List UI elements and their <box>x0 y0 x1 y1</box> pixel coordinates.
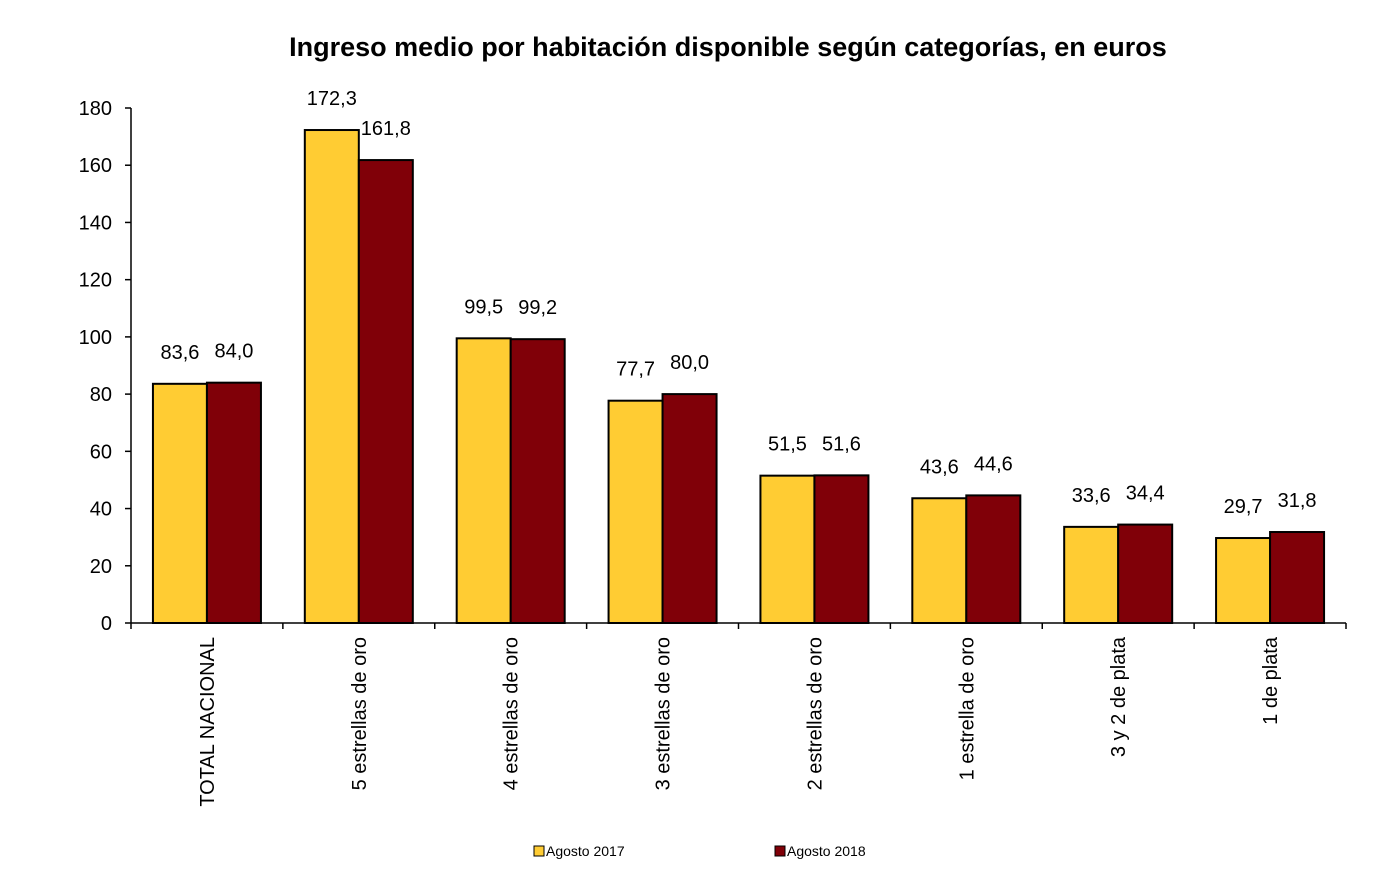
bar-agosto-2017 <box>303 129 360 624</box>
category-label: 5 estrellas de oro <box>349 637 371 790</box>
y-tick-label: 40 <box>90 499 112 521</box>
bar-agosto-2018 <box>509 338 566 624</box>
y-tick-label: 80 <box>90 384 112 406</box>
data-label: 99,2 <box>518 297 557 319</box>
category-label: 3 estrellas de oro <box>653 637 675 790</box>
y-tick-label: 0 <box>101 613 112 635</box>
category-label: 2 estrellas de oro <box>804 637 826 790</box>
y-tick-label: 180 <box>79 98 112 120</box>
y-tick-label: 60 <box>90 441 112 463</box>
bar-agosto-2017 <box>607 399 664 625</box>
category-label: 4 estrellas de oro <box>501 637 523 790</box>
category-label: 3 y 2 de plata <box>1108 636 1130 757</box>
bar-agosto-2018 <box>357 159 414 624</box>
data-label: 34,4 <box>1126 483 1165 505</box>
bar-agosto-2017 <box>1063 525 1120 624</box>
y-tick-label: 20 <box>90 556 112 578</box>
data-label: 83,6 <box>160 342 199 364</box>
data-label: 31,8 <box>1278 490 1317 512</box>
category-label: 1 de plata <box>1260 636 1282 725</box>
legend-label: Agosto 2018 <box>787 843 866 859</box>
data-label: 43,6 <box>920 456 959 478</box>
data-label: 84,0 <box>214 341 253 363</box>
data-label: 33,6 <box>1072 485 1111 507</box>
bar-agosto-2018 <box>965 494 1022 624</box>
legend-label: Agosto 2017 <box>546 843 625 859</box>
data-label: 172,3 <box>307 88 357 110</box>
bar-agosto-2017 <box>455 337 512 624</box>
legend-swatch <box>533 845 545 857</box>
bar-agosto-2017 <box>759 474 816 624</box>
data-label: 161,8 <box>361 118 411 140</box>
x-axis: TOTAL NACIONAL 5 estrellas de oro 4 estrel… <box>130 622 1347 807</box>
data-label: 44,6 <box>974 453 1013 475</box>
y-tick-label: 120 <box>79 270 112 292</box>
bar-agosto-2018 <box>661 393 718 624</box>
bar-agosto-2018 <box>1117 523 1174 624</box>
data-label: 51,6 <box>822 433 861 455</box>
y-axis: 0 20 40 60 80 100 120 140 160 180 <box>79 98 132 635</box>
legend: Agosto 2017 Agosto 2018 <box>533 843 866 859</box>
bar-agosto-2017 <box>151 382 208 624</box>
data-label: 99,5 <box>464 296 503 318</box>
data-label: 29,7 <box>1224 496 1263 518</box>
y-tick-label: 100 <box>79 327 112 349</box>
data-label: 80,0 <box>670 352 709 374</box>
y-tick-label: 140 <box>79 212 112 234</box>
data-label: 77,7 <box>616 359 655 381</box>
bar-agosto-2017 <box>911 497 968 624</box>
bars <box>151 129 1326 625</box>
category-label: 1 estrella de oro <box>956 637 978 780</box>
bar-agosto-2018 <box>813 474 870 624</box>
bar-agosto-2018 <box>205 381 262 624</box>
y-tick-label: 160 <box>79 155 112 177</box>
bar-agosto-2018 <box>1269 531 1326 624</box>
chart-title: Ingreso medio por habitación disponible … <box>289 32 1167 62</box>
bar-agosto-2017 <box>1215 537 1272 625</box>
data-label: 51,5 <box>768 434 807 456</box>
legend-swatch <box>774 845 786 857</box>
category-label: TOTAL NACIONAL <box>197 637 219 807</box>
